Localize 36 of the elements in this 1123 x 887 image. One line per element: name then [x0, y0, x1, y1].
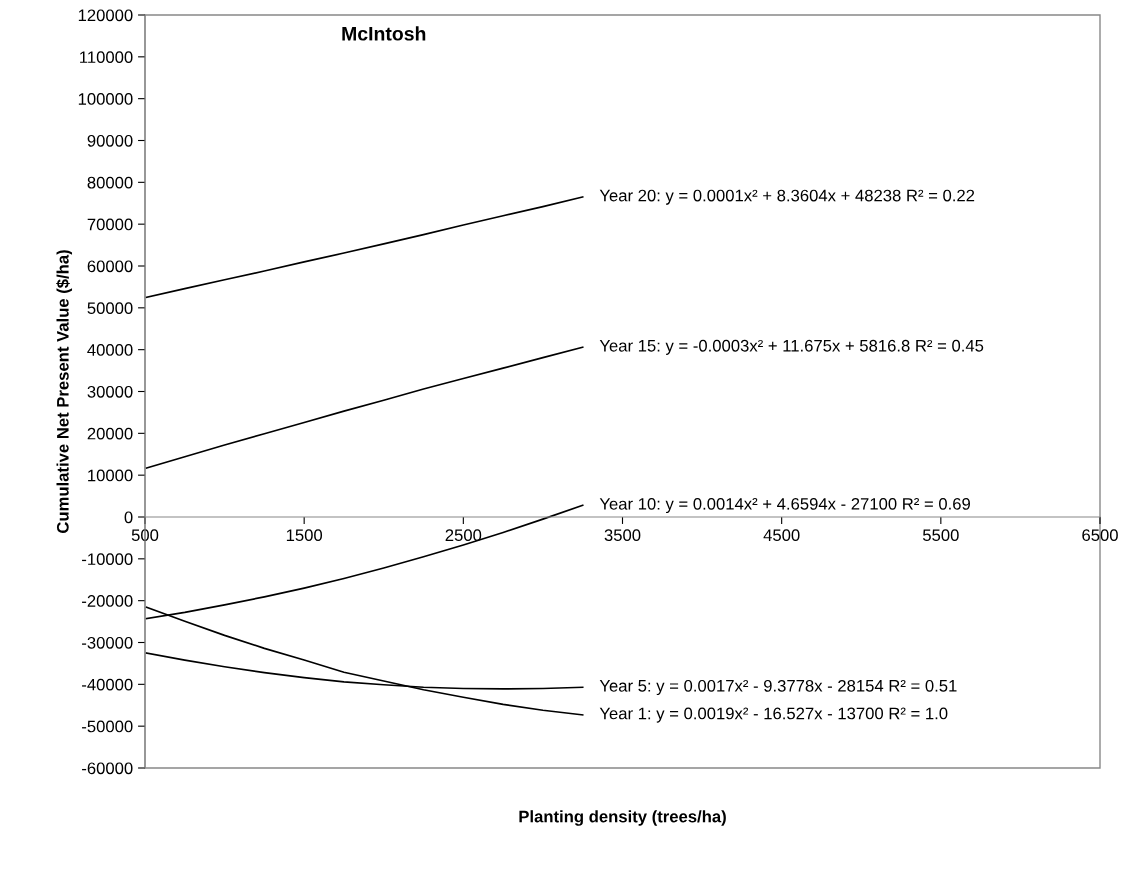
y-tick-label: 100000: [78, 93, 133, 105]
y-tick-label: 70000: [87, 218, 133, 231]
y-tick-label: 90000: [87, 134, 133, 147]
x-tick-label: 3500: [604, 529, 641, 542]
y-tick-label: 50000: [87, 302, 133, 315]
y-tick-label: -40000: [82, 678, 133, 691]
line-series: [145, 196, 584, 299]
series-label: Year 5: y = 0.0017x² - 9.3778x - 28154 R² = 0.51: [599, 679, 957, 696]
x-axis-title: Planting density (trees/ha): [519, 810, 726, 826]
y-tick-label: -60000: [82, 762, 133, 775]
series-label: Year 1: y = 0.0019x² - 16.527x - 13700 R² = 1.0: [599, 707, 948, 723]
x-tick-label: 1500: [286, 529, 323, 542]
y-tick-label: 20000: [87, 427, 133, 440]
y-axis-title: Cumulative Net Present Value ($/ha): [56, 250, 73, 533]
y-tick-label: 80000: [87, 176, 133, 189]
y-tick-label: 10000: [88, 469, 133, 482]
x-tick-label: 2500: [445, 529, 482, 542]
line-series: [145, 346, 584, 469]
y-tick-label: 60000: [87, 260, 133, 273]
y-tick-label: -10000: [82, 553, 133, 566]
series-label: Year 10: y = 0.0014x² + 4.6594x - 27100 R² = 0.69: [599, 497, 970, 514]
x-tick-label: 500: [131, 529, 159, 542]
y-tick-label: 110000: [80, 51, 133, 64]
x-tick-label: 6500: [1082, 529, 1118, 542]
series-label: Year 20: y = 0.0001x² + 8.3604x + 48238 R² = 0.22: [599, 189, 975, 205]
y-tick-label: -30000: [82, 636, 133, 649]
y-tick-label: -20000: [82, 595, 133, 607]
y-tick-label: 30000: [87, 385, 133, 398]
y-tick-label: 0: [124, 511, 133, 524]
x-tick-label: 5500: [922, 529, 959, 542]
y-tick-label: 40000: [87, 344, 133, 356]
chart-title: McIntosh: [342, 26, 426, 41]
y-tick-label: -50000: [82, 720, 133, 733]
x-tick-label: 4500: [763, 529, 800, 542]
series-label: Year 15: y = -0.0003x² + 11.675x + 5816.8 R² = 0.45: [599, 339, 984, 355]
y-tick-label: 120000: [78, 9, 133, 22]
